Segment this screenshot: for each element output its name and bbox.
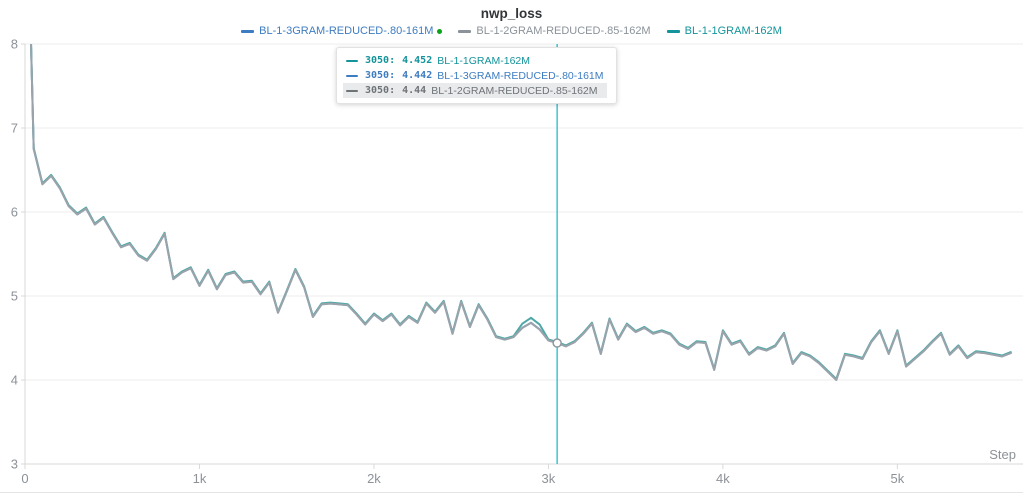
tooltip-metric-value: 4.442: [402, 70, 433, 81]
legend-item-1[interactable]: BL-1-3GRAM-REDUCED-.80-161M: [241, 25, 443, 38]
tooltip-step-value: 3050:: [365, 55, 396, 66]
legend-item-label: BL-1-1GRAM-162M: [684, 25, 782, 37]
legend-dash-icon: [666, 30, 680, 33]
x-tick-label: 0: [21, 471, 28, 486]
legend-item-label: BL-1-2GRAM-REDUCED-.85-162M: [476, 25, 651, 37]
tooltip-metric-value: 4.44: [402, 85, 427, 96]
tooltip-series-name: BL-1-3GRAM-REDUCED-.80-161M: [437, 69, 604, 82]
y-tick-label: 4: [11, 373, 18, 388]
chart-tooltip: 3050: 4.452 BL-1-1GRAM-162M 3050: 4.442 BL-1-…: [336, 47, 617, 104]
tooltip-row-1: 3050: 4.452 BL-1-1GRAM-162M: [343, 53, 607, 68]
active-run-indicator-dot: [437, 29, 443, 34]
x-tick-label: 2k: [367, 471, 381, 486]
panel-bottom-separator: [0, 492, 1023, 493]
tooltip-step-value: 3050:: [365, 85, 396, 96]
y-tick-label: 7: [11, 121, 18, 136]
hover-point-marker: [552, 338, 562, 348]
x-tick-label: 5k: [891, 471, 905, 486]
y-tick-label: 8: [11, 37, 18, 52]
tooltip-series-dash-icon: [346, 89, 358, 92]
legend-dash-icon: [241, 30, 255, 33]
series-line-bl-1-2gram-reduced-.85-162m[interactable]: [25, 0, 1012, 381]
x-tick-label: 4k: [716, 471, 730, 486]
x-tick-label: 1k: [193, 471, 207, 486]
tooltip-row-2: 3050: 4.442 BL-1-3GRAM-REDUCED-.80-161M: [343, 68, 607, 83]
tooltip-row-3: 3050: 4.44 BL-1-2GRAM-REDUCED-.85-162M: [343, 83, 607, 98]
legend-item-2[interactable]: BL-1-2GRAM-REDUCED-.85-162M: [458, 25, 651, 38]
legend-dash-icon: [458, 30, 472, 33]
x-tick-label: 3k: [542, 471, 556, 486]
legend-item-label: BL-1-3GRAM-REDUCED-.80-161M: [259, 25, 434, 37]
chart-title: nwp_loss: [480, 6, 543, 21]
tooltip-series-name: BL-1-1GRAM-162M: [437, 54, 530, 67]
legend-item-3[interactable]: BL-1-1GRAM-162M: [666, 25, 782, 38]
y-tick-label: 5: [11, 289, 18, 304]
tooltip-step-value: 3050:: [365, 70, 396, 81]
x-axis-title: Step: [989, 447, 1016, 462]
tooltip-series-name: BL-1-2GRAM-REDUCED-.85-162M: [431, 84, 598, 97]
chart-legend: BL-1-3GRAM-REDUCED-.80-161M BL-1-2GRAM-RE…: [0, 25, 1023, 38]
tooltip-series-dash-icon: [346, 59, 358, 62]
tooltip-series-dash-icon: [346, 74, 358, 77]
y-tick-label: 3: [11, 457, 18, 472]
y-tick-label: 6: [11, 205, 18, 220]
tooltip-metric-value: 4.452: [402, 55, 433, 66]
